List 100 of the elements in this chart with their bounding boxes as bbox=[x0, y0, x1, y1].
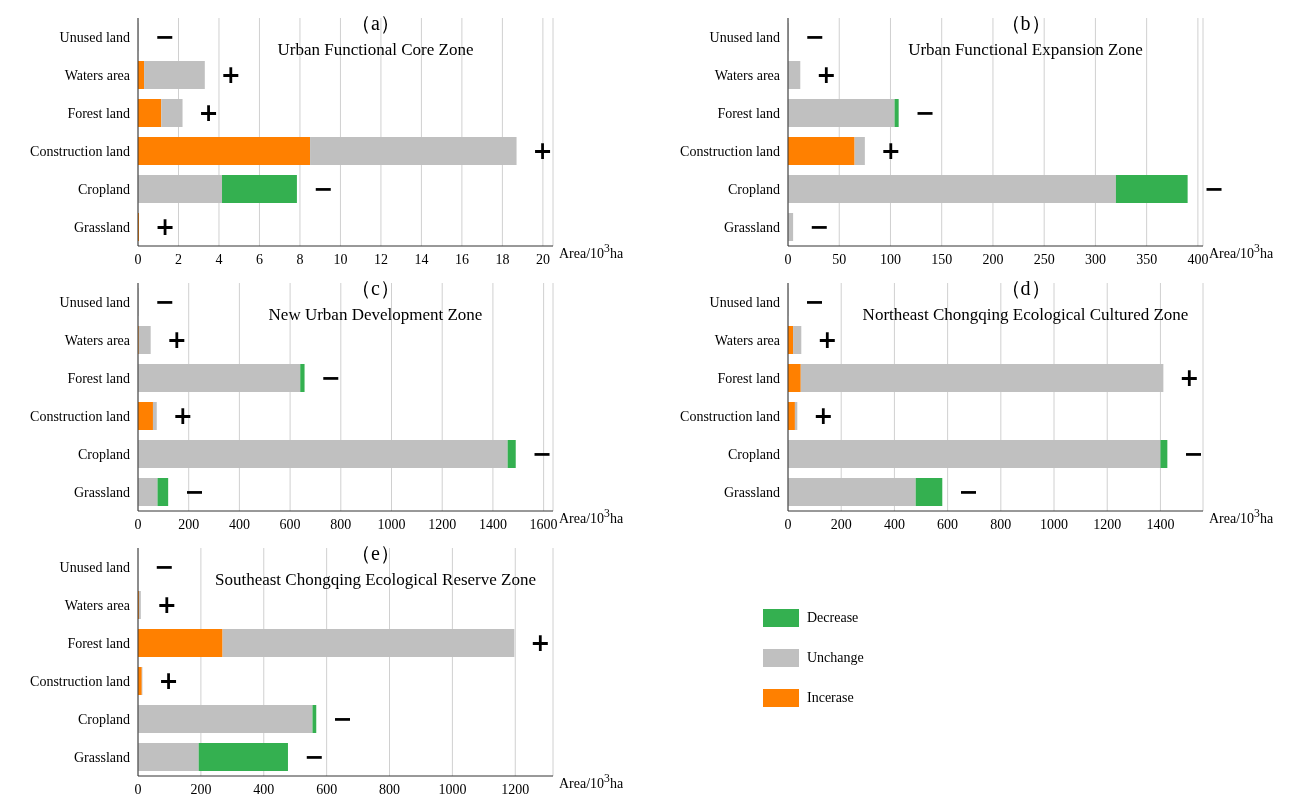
annotation: − bbox=[914, 99, 935, 128]
x-tick-label: 400 bbox=[253, 781, 275, 797]
annotation: − bbox=[804, 23, 825, 52]
y-tick-label: Grassland bbox=[724, 219, 780, 235]
annotation: + bbox=[816, 61, 837, 90]
chart-title: （e） bbox=[351, 542, 400, 564]
annotation: − bbox=[320, 364, 341, 393]
x-tick-label: 400 bbox=[228, 516, 250, 532]
x-tick-label: 200 bbox=[178, 516, 200, 532]
x-axis-title: Area/10$^{3}$ha bbox=[559, 507, 624, 527]
annotation: + bbox=[158, 667, 179, 696]
chart-title: （b） bbox=[1000, 12, 1051, 34]
x-tick-label: 12 bbox=[373, 251, 388, 267]
x-tick-label: 0 bbox=[784, 251, 792, 267]
x-tick-label: 400 bbox=[883, 516, 905, 532]
annotation: − bbox=[154, 553, 175, 582]
x-tick-label: 300 bbox=[1084, 251, 1106, 267]
x-tick-label: 800 bbox=[330, 516, 352, 532]
x-tick-label: 50 bbox=[832, 251, 847, 267]
chart-title: （d） bbox=[1000, 277, 1051, 299]
x-axis-title: Area/10$^{3}$ha bbox=[559, 242, 624, 262]
annotation: − bbox=[154, 288, 175, 317]
annotation: + bbox=[198, 99, 219, 128]
x-tick-label: 600 bbox=[316, 781, 338, 797]
x-tick-label: 8 bbox=[296, 251, 304, 267]
y-tick-label: Construction land bbox=[30, 408, 130, 424]
text: Northeast Chongqing Ecological Cultured Zone bbox=[862, 305, 1189, 324]
annotation: + bbox=[530, 629, 551, 658]
annotation: + bbox=[166, 326, 187, 355]
x-tick-label: 0 bbox=[784, 516, 792, 532]
annotation: − bbox=[154, 23, 175, 52]
x-axis-title: Area/10$^{3}$ha bbox=[559, 772, 624, 792]
y-tick-label: Construction land bbox=[30, 143, 130, 159]
y-tick-label: Cropland bbox=[77, 181, 130, 197]
x-tick-label: 1600 bbox=[529, 516, 558, 532]
y-tick-label: Cropland bbox=[727, 181, 780, 197]
x-axis-title: Area/10$^{3}$ha bbox=[1209, 242, 1274, 262]
annotation: + bbox=[817, 326, 838, 355]
y-tick-label: Construction land bbox=[680, 143, 780, 159]
text: Urban Functional Core Zone bbox=[277, 40, 474, 59]
y-tick-label: Unused land bbox=[709, 29, 780, 45]
annotation: − bbox=[184, 478, 205, 507]
x-tick-label: 200 bbox=[982, 251, 1004, 267]
annotation: − bbox=[312, 175, 334, 204]
text: Southeast Chongqing Ecological Reserve Zone bbox=[214, 570, 537, 589]
y-tick-label: Cropland bbox=[77, 711, 130, 727]
y-tick-label: Grassland bbox=[74, 484, 130, 500]
x-tick-label: 1000 bbox=[438, 781, 467, 797]
y-tick-label: Unused land bbox=[59, 294, 130, 310]
y-tick-label: Unused land bbox=[59, 559, 130, 575]
x-tick-label: 0 bbox=[134, 251, 142, 267]
x-tick-label: 800 bbox=[990, 516, 1012, 532]
y-tick-label: Waters area bbox=[714, 332, 781, 348]
legend-label: Incerase bbox=[807, 690, 854, 706]
x-tick-label: 200 bbox=[830, 516, 852, 532]
x-tick-label: 1000 bbox=[1040, 516, 1069, 532]
text: Urban Functional Expansion Zone bbox=[908, 40, 1143, 59]
x-tick-label: 350 bbox=[1136, 251, 1158, 267]
y-tick-label: Forest land bbox=[67, 635, 130, 651]
annotation: + bbox=[532, 137, 553, 166]
x-tick-label: 150 bbox=[931, 251, 953, 267]
x-tick-label: 16 bbox=[454, 251, 469, 267]
x-tick-label: 14 bbox=[414, 251, 429, 267]
x-tick-label: 6 bbox=[255, 251, 263, 267]
x-tick-label: 1000 bbox=[377, 516, 406, 532]
annotation: + bbox=[880, 137, 901, 166]
annotation: − bbox=[531, 440, 552, 469]
y-tick-label: Grassland bbox=[74, 219, 130, 235]
x-tick-label: 18 bbox=[495, 251, 510, 267]
chart-title: （a） bbox=[351, 12, 400, 34]
y-tick-label: Forest land bbox=[67, 105, 130, 121]
y-tick-label: Waters area bbox=[64, 597, 131, 613]
y-tick-label: Grassland bbox=[724, 484, 780, 500]
x-tick-label: 1400 bbox=[1146, 516, 1175, 532]
annotation: + bbox=[172, 402, 193, 431]
y-tick-label: Unused land bbox=[709, 294, 780, 310]
x-tick-label: 20 bbox=[535, 251, 550, 267]
x-tick-label: 100 bbox=[879, 251, 901, 267]
annotation: − bbox=[1203, 175, 1224, 204]
x-tick-label: 600 bbox=[279, 516, 301, 532]
annotation: − bbox=[809, 213, 830, 242]
x-tick-label: 0 bbox=[134, 516, 142, 532]
y-tick-label: Forest land bbox=[717, 105, 780, 121]
x-axis-title: Area/10$^{3}$ha bbox=[1209, 507, 1274, 527]
annotation: + bbox=[1179, 364, 1200, 393]
legend-label: Decrease bbox=[807, 610, 859, 626]
annotation: − bbox=[804, 288, 825, 317]
annotation: + bbox=[156, 591, 177, 620]
y-tick-label: Forest land bbox=[67, 370, 130, 386]
y-tick-label: Cropland bbox=[77, 446, 130, 462]
y-tick-label: Cropland bbox=[727, 446, 780, 462]
x-tick-label: 10 bbox=[333, 251, 348, 267]
annotation: + bbox=[155, 213, 176, 242]
y-tick-label: Unused land bbox=[59, 29, 130, 45]
x-tick-label: 250 bbox=[1033, 251, 1055, 267]
x-tick-label: 1200 bbox=[501, 781, 530, 797]
x-tick-label: 800 bbox=[379, 781, 401, 797]
x-tick-label: 2 bbox=[174, 251, 182, 267]
text: New Urban Development Zone bbox=[268, 305, 483, 324]
y-tick-label: Construction land bbox=[30, 673, 130, 689]
